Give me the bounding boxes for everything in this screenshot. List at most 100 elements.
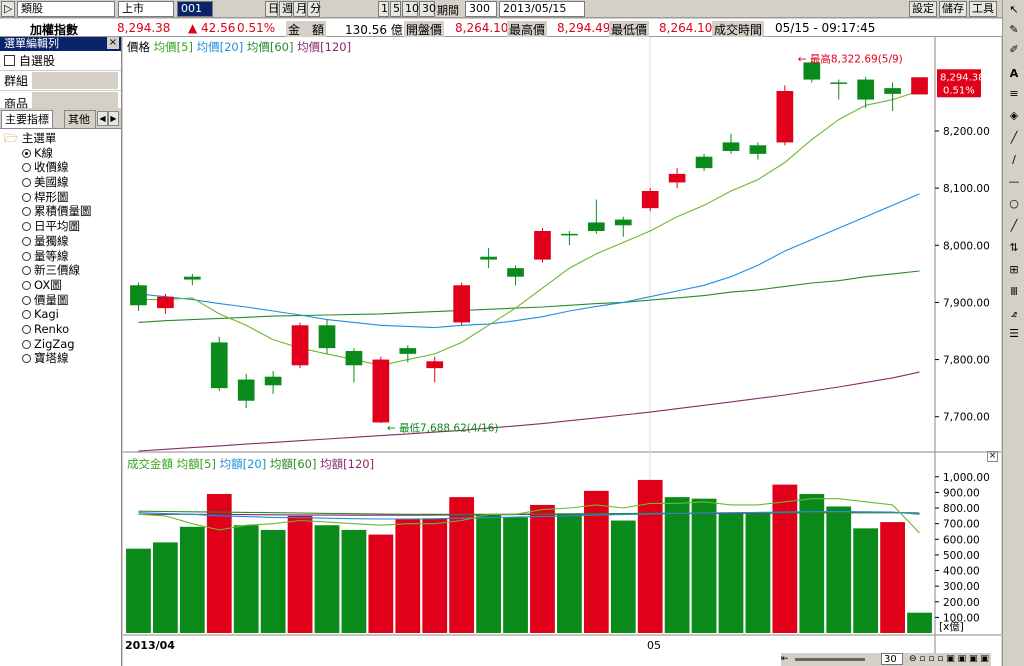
pen-icon[interactable]: ✎ — [1009, 23, 1019, 36]
channel-icon[interactable]: ⊞ — [1009, 263, 1019, 276]
radio-icon[interactable] — [22, 339, 31, 349]
vol-ma60-line — [138, 510, 920, 515]
volume-bar — [610, 520, 636, 633]
minute-30-button[interactable]: 30 — [419, 1, 436, 17]
fibonacci-icon[interactable]: ⇅ — [1009, 241, 1019, 254]
zoom-slider[interactable] — [795, 658, 865, 661]
tree-item-1[interactable]: 收價線 — [4, 160, 121, 175]
radio-icon[interactable] — [22, 192, 31, 202]
tree-item-9[interactable]: OX圖 — [4, 278, 121, 293]
ray-icon[interactable]: ╱ — [1010, 219, 1018, 232]
chart-svg: 8,200.00 8,100.00 8,000.00 7,900.00 7,800.00… — [123, 37, 1001, 666]
volume-legend: 成交金額 均額[5] 均額[20] 均額[60] 均額[120] — [127, 456, 374, 472]
bars-icon[interactable]: Ⅲ — [1010, 285, 1018, 298]
radio-icon[interactable] — [22, 280, 31, 290]
radio-icon[interactable] — [22, 236, 31, 246]
sidebar-header: 選單編輯列 × — [0, 37, 121, 51]
watchlist-row[interactable]: 自選股 — [0, 51, 121, 71]
tree-item-4[interactable]: 累積價量圖 — [4, 204, 121, 219]
radio-icon[interactable] — [22, 207, 31, 217]
code-select[interactable]: 001 — [177, 1, 213, 17]
tree-item-12[interactable]: Renko — [4, 322, 121, 337]
quote-bar: 加權指數 8,294.38 ▲ 42.56 0.51% 金 額 130.56 億… — [0, 19, 1024, 38]
volume-bar — [206, 493, 232, 633]
candle-body — [857, 79, 875, 100]
period-minute-button[interactable]: 分 — [307, 1, 321, 17]
radio-icon[interactable] — [22, 251, 31, 261]
radio-icon[interactable] — [22, 324, 31, 334]
play-icon[interactable]: ▷ — [1, 1, 15, 17]
tree-item-8[interactable]: 新三價線 — [4, 263, 121, 278]
volume-tick-label: 200.00 — [943, 597, 980, 609]
zoom-buttons-icon[interactable]: ⊖ ▫ ▫ ▫ ▣ ▣ ▣ ▣ — [909, 654, 989, 664]
radio-icon[interactable] — [22, 310, 31, 320]
tree-item-10[interactable]: 價量圖 — [4, 293, 121, 308]
radio-icon[interactable] — [22, 266, 31, 276]
radio-icon[interactable] — [22, 354, 31, 364]
minute-5-button[interactable]: 5 — [390, 1, 401, 17]
indicator-tree: 🗁 主選單 K線 收價線 美國線 桿形圖 累積價量圖 日平均圖 量獨線 量等線 新三價線 OX圖價… — [0, 129, 121, 366]
minute-1-button[interactable]: 1 — [378, 1, 389, 17]
tree-item-14[interactable]: 寶塔線 — [4, 351, 121, 366]
horizontal-lines-icon[interactable]: ≡ — [1009, 87, 1019, 100]
date-input[interactable]: 2013/05/15 — [499, 1, 585, 17]
tab-other[interactable]: 其他 — [64, 110, 96, 128]
tree-item-6[interactable]: 量獨線 — [4, 234, 121, 249]
period-month-button[interactable]: 月 — [293, 1, 307, 17]
volume-bar — [826, 506, 852, 633]
tab-main-indicators[interactable]: 主要指標 — [1, 110, 53, 128]
tab-right-arrow-icon[interactable]: ▶ — [108, 111, 119, 126]
market-select[interactable]: 上市 — [118, 1, 174, 17]
category-select[interactable]: 類股 — [17, 1, 115, 17]
radio-icon[interactable] — [22, 295, 31, 305]
zoom-value-input[interactable]: 30 — [881, 653, 903, 665]
period-day-button[interactable]: 日 — [265, 1, 279, 17]
tree-item-3[interactable]: 桿形圖 — [4, 190, 121, 205]
zoom-out-icon[interactable]: ⇤ — [781, 654, 789, 664]
tools-button[interactable]: 工具 — [969, 1, 997, 17]
pencil-icon[interactable]: ✐ — [1009, 43, 1019, 56]
fill-icon[interactable]: ◈ — [1009, 109, 1019, 122]
checkbox-icon[interactable] — [4, 55, 15, 66]
tree-item-0[interactable]: K線 — [4, 146, 121, 161]
settings-button[interactable]: 設定 — [909, 1, 937, 17]
tree-root[interactable]: 🗁 主選單 — [4, 131, 121, 146]
text-icon[interactable]: A — [1009, 67, 1019, 80]
fan-icon[interactable]: ⦨ — [1010, 307, 1018, 320]
price-legend-item: 均價[60] — [246, 40, 298, 54]
volume-tick-label: 700.00 — [943, 519, 980, 531]
tree-item-13[interactable]: ZigZag — [4, 337, 121, 352]
cursor-icon[interactable]: ↖ — [1009, 3, 1019, 16]
radio-icon[interactable] — [22, 148, 31, 158]
open-value: 8,264.10 — [455, 21, 509, 35]
tree-item-2[interactable]: 美國線 — [4, 175, 121, 190]
diagonal-line-icon[interactable]: ╱ — [1010, 131, 1018, 144]
minute-10-button[interactable]: 10 — [402, 1, 419, 17]
save-button[interactable]: 儲存 — [939, 1, 967, 17]
horizontal-line-icon[interactable]: — — [1008, 175, 1020, 188]
volume-close-icon[interactable]: × — [987, 451, 998, 462]
tree-item-label: 價量圖 — [34, 292, 69, 307]
group-row[interactable]: 群組 — [0, 71, 121, 91]
period-input[interactable]: 300 — [465, 1, 497, 17]
tree-item-5[interactable]: 日平均圖 — [4, 219, 121, 234]
tree-item-11[interactable]: Kagi — [4, 307, 121, 322]
group-field[interactable] — [32, 72, 118, 89]
circle-icon[interactable]: ○ — [1009, 197, 1019, 210]
radio-icon[interactable] — [22, 163, 31, 173]
period-week-button[interactable]: 週 — [279, 1, 293, 17]
radio-icon[interactable] — [22, 222, 31, 232]
volume-bar — [395, 518, 421, 633]
tree-item-7[interactable]: 量等線 — [4, 249, 121, 264]
trend-line-icon[interactable]: ∕ — [1012, 153, 1016, 166]
radio-icon[interactable] — [22, 178, 31, 188]
list-icon[interactable]: ☰ — [1009, 327, 1019, 340]
tree-item-label: K線 — [34, 145, 54, 160]
tab-left-arrow-icon[interactable]: ◀ — [97, 111, 108, 126]
product-row[interactable]: 商品 — [0, 91, 121, 109]
high-annotation: ← 最高8,322.69(5/9) — [798, 52, 903, 65]
close-icon[interactable]: × — [107, 37, 119, 49]
tree-item-label: 量等線 — [34, 248, 69, 263]
volume-tick-label: 600.00 — [943, 534, 980, 546]
product-field[interactable] — [32, 92, 118, 108]
